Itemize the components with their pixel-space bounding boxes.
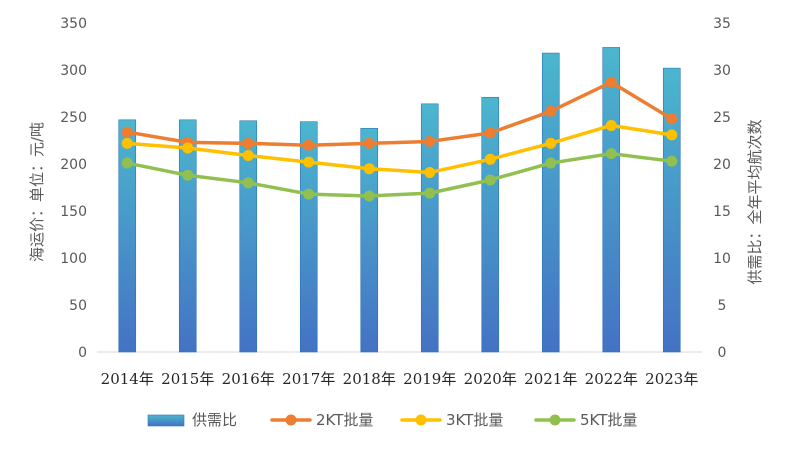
left-tick-label: 150	[60, 204, 87, 220]
series-point	[545, 157, 557, 169]
bar	[299, 121, 318, 353]
legend-label: 供需比	[192, 411, 237, 429]
legend: 供需比 2KT批量 3KT批量 5KT批量	[147, 411, 637, 429]
legend-label: 5KT批量	[580, 411, 637, 429]
right-axis-title: 供需比：全年平均航次数	[746, 119, 764, 284]
legend-swatch-bar	[147, 414, 185, 427]
bar	[662, 67, 681, 353]
series-point	[303, 188, 315, 200]
series-point	[363, 190, 375, 202]
series-point	[182, 169, 194, 181]
left-tick-label: 100	[60, 251, 87, 267]
series-point	[424, 135, 436, 147]
left-tick-label: 300	[60, 63, 87, 79]
series-line	[125, 80, 674, 147]
series-line	[125, 151, 674, 198]
series-point	[242, 137, 254, 149]
bar	[178, 119, 197, 353]
right-axis-ticks: 0 5 10 15 20 25 30 35	[713, 16, 731, 361]
right-tick-label: 35	[713, 16, 731, 32]
series-point	[666, 129, 678, 141]
bar	[420, 103, 439, 353]
left-tick-label: 200	[60, 157, 87, 173]
bar	[118, 119, 137, 353]
legend-swatch-marker	[285, 414, 297, 426]
bar-series	[118, 47, 681, 353]
series-point	[605, 76, 617, 88]
bar	[360, 127, 379, 353]
series-line	[125, 123, 674, 175]
bar	[541, 52, 560, 353]
x-tick-label: 2021年	[524, 370, 577, 388]
series-point	[484, 174, 496, 186]
line-series	[121, 76, 678, 202]
series-point	[303, 139, 315, 151]
legend-label: 2KT批量	[316, 411, 373, 429]
bar	[239, 120, 258, 353]
left-tick-label: 0	[78, 345, 87, 361]
series-point	[363, 137, 375, 149]
left-tick-label: 50	[69, 298, 87, 314]
series-point	[484, 127, 496, 139]
right-tick-label: 5	[718, 298, 727, 314]
series-point	[121, 157, 133, 169]
series-point	[363, 163, 375, 175]
series-point	[303, 156, 315, 168]
x-tick-label: 2020年	[464, 370, 517, 388]
series-point	[121, 126, 133, 138]
bar	[602, 47, 621, 353]
left-axis-title: 海运价：单位：元/吨	[28, 122, 46, 262]
x-tick-label: 2019年	[403, 370, 456, 388]
x-tick-label: 2014年	[101, 370, 154, 388]
series-point	[242, 150, 254, 162]
x-tick-label: 2015年	[161, 370, 214, 388]
series-point	[242, 177, 254, 189]
x-axis-ticks: 2014年 2015年 2016年 2017年 2018年 2019年 2020年 2021年…	[101, 370, 699, 388]
left-axis-ticks: 0 50 100 150 200 250 300 350	[60, 16, 87, 361]
legend-swatch-marker	[549, 414, 561, 426]
right-tick-label: 30	[713, 63, 731, 79]
right-tick-label: 20	[713, 157, 731, 173]
series-point	[424, 187, 436, 199]
right-tick-label: 15	[713, 204, 731, 220]
series-point	[182, 142, 194, 154]
x-tick-label: 2016年	[222, 370, 275, 388]
x-tick-label: 2022年	[585, 370, 638, 388]
left-tick-label: 250	[60, 110, 87, 126]
series-point	[605, 119, 617, 131]
x-tick-label: 2018年	[343, 370, 396, 388]
series-point	[605, 148, 617, 160]
right-tick-label: 0	[718, 345, 727, 361]
legend-swatch-marker	[415, 414, 427, 426]
series-point	[484, 153, 496, 165]
series-point	[545, 137, 557, 149]
legend-label: 3KT批量	[446, 411, 503, 429]
series-point	[666, 155, 678, 167]
right-tick-label: 10	[713, 251, 731, 267]
x-tick-label: 2017年	[282, 370, 335, 388]
series-point	[121, 137, 133, 149]
x-tick-label: 2023年	[645, 370, 698, 388]
series-point	[545, 105, 557, 117]
right-tick-label: 25	[713, 110, 731, 126]
left-tick-label: 350	[60, 16, 87, 32]
series-point	[424, 166, 436, 178]
series-point	[666, 113, 678, 125]
